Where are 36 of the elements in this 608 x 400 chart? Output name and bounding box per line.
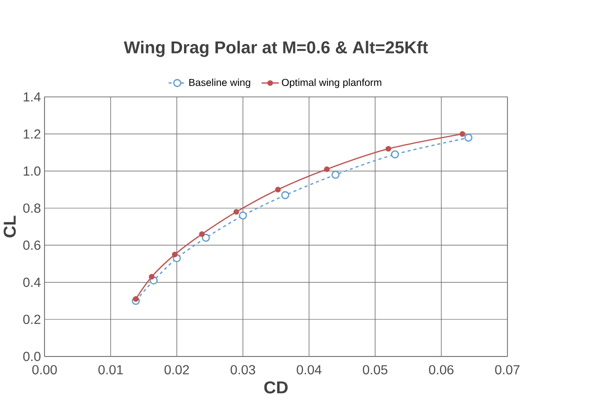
legend-label: Baseline wing	[189, 78, 250, 88]
point	[233, 209, 240, 215]
x-axis-title: CD	[264, 382, 288, 394]
point	[281, 191, 290, 200]
x-tick-label: 0.06	[428, 365, 454, 375]
x-tick-label: 0.02	[164, 365, 189, 375]
y-tick-label: 0.4	[23, 278, 41, 288]
point	[386, 146, 392, 152]
point	[324, 166, 330, 172]
y-tick-label: 1.0	[24, 166, 40, 176]
point	[331, 170, 340, 179]
y-tick-label: 0.6	[23, 240, 40, 250]
point	[199, 231, 205, 238]
x-tick-label: 0.04	[296, 365, 322, 375]
point	[172, 252, 178, 258]
point	[148, 274, 154, 280]
point	[390, 150, 400, 159]
point	[202, 234, 210, 242]
point	[464, 134, 472, 142]
x-tick-label: 0.03	[230, 365, 256, 375]
y-tick-label: 0.0	[23, 352, 40, 362]
chart-title: Wing Drag Polar at M=0.6 & Alt=25Kft	[124, 41, 428, 58]
point	[275, 186, 281, 193]
y-axis-title: CL	[4, 216, 16, 238]
x-tick-label: 0.00	[32, 365, 57, 375]
legend-label: Optimal wing planform	[282, 78, 382, 88]
x-tick-label: 0.01	[98, 365, 123, 375]
y-tick-label: 1.4	[24, 92, 41, 102]
x-tick-label: 0.07	[495, 365, 520, 375]
point	[132, 296, 139, 302]
y-tick-label: 0.8	[23, 204, 40, 213]
point	[238, 212, 247, 220]
x-tick-label: 0.05	[362, 365, 388, 375]
point	[460, 131, 466, 137]
y-tick-label: 1.2	[24, 130, 40, 139]
y-tick-label: 0.2	[23, 314, 40, 324]
